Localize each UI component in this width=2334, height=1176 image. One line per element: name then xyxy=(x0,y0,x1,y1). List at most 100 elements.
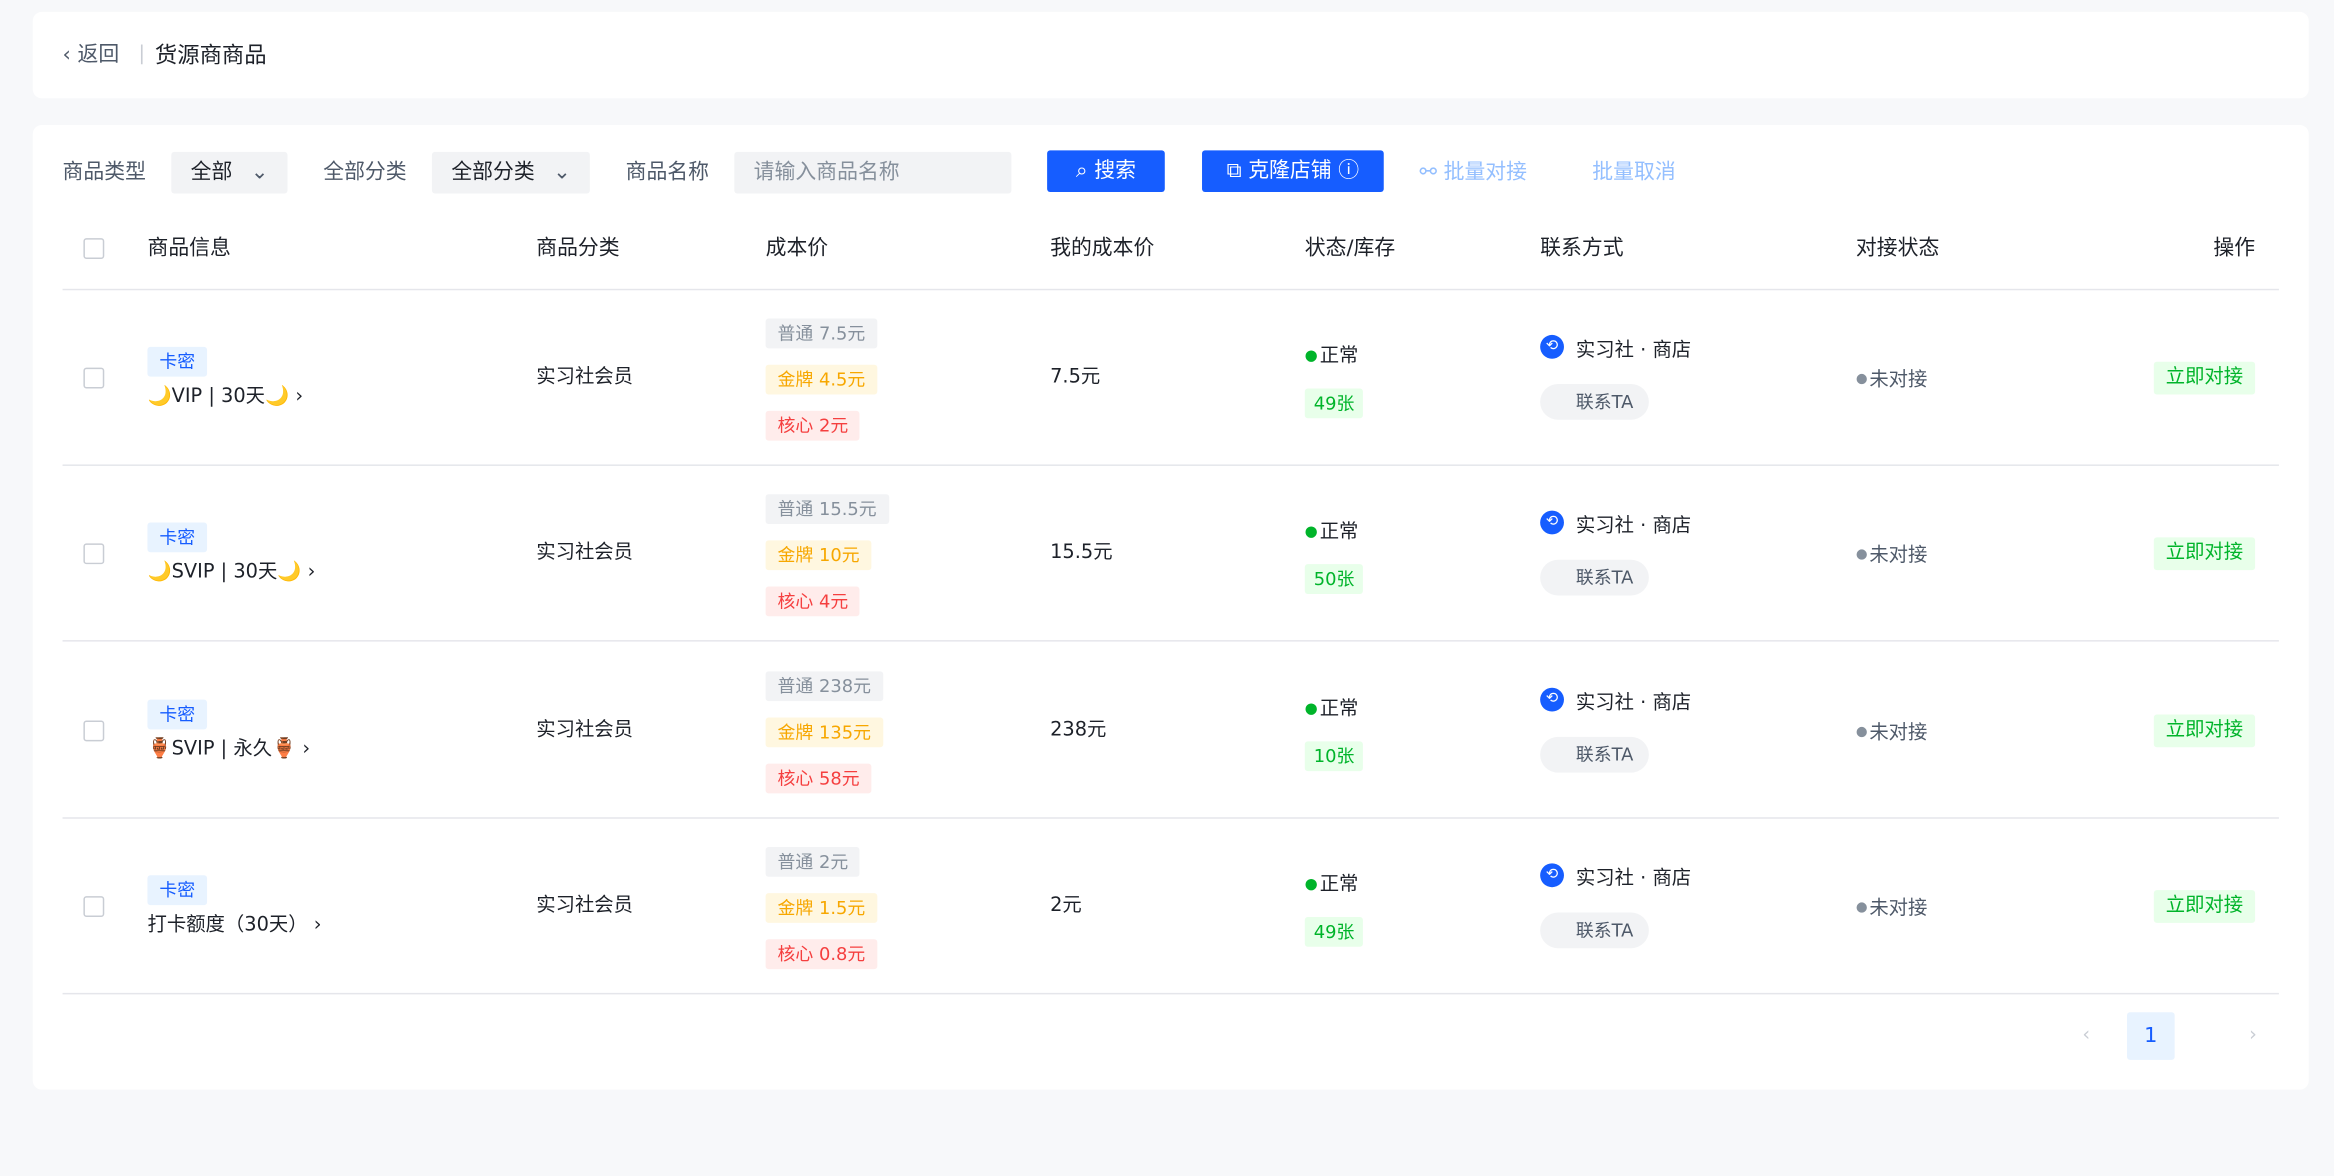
filter-label: 全部分类 xyxy=(323,160,407,185)
stock: 50张 xyxy=(1304,564,1364,595)
contact-button[interactable]: 联系TA xyxy=(1540,384,1649,420)
main-card: 商品类型 全部 ⌄ 全部分类 全部分类 ⌄ 商品名称 请输入商品名称 ⌕ 搜索 … xyxy=(32,125,2309,1090)
product-category: 实习社会员 xyxy=(536,542,634,565)
row-divider xyxy=(62,816,2279,819)
dock-button[interactable]: 立即对接 xyxy=(2153,890,2256,923)
price-badge: 金牌 135元 xyxy=(765,716,883,747)
product-category: 实习社会员 xyxy=(536,894,634,917)
batch-dock-button[interactable]: ⚯ 批量对接 xyxy=(1419,160,1528,185)
type-select[interactable]: 全部 ⌄ xyxy=(171,151,288,194)
divider: | xyxy=(138,43,146,66)
next-page[interactable]: › xyxy=(2249,1024,2257,1047)
shop-icon: ⟲ xyxy=(1540,511,1564,535)
shop-icon: ⟲ xyxy=(1540,687,1564,711)
dock-dot: ● xyxy=(1855,900,1868,916)
shop-name: 实习社 · 商店 xyxy=(1575,867,1692,891)
header-divider xyxy=(62,288,2279,291)
page-title: 货源商商品 xyxy=(154,41,267,69)
name-input[interactable]: 请输入商品名称 xyxy=(734,151,1012,194)
dock-status: 未对接 xyxy=(1869,545,1928,568)
product-name[interactable]: 🏺SVIP | 永久🏺 › xyxy=(147,737,311,761)
price-badge: 金牌 1.5元 xyxy=(765,892,878,923)
page-button[interactable]: 1 xyxy=(2127,1012,2175,1060)
dock-button[interactable]: 立即对接 xyxy=(2153,537,2256,571)
dock-status: 未对接 xyxy=(1869,897,1928,920)
price-badge: 核心 0.8元 xyxy=(765,939,878,969)
column-header: 状态/库存 xyxy=(1304,236,1396,261)
status-dot: ● xyxy=(1304,700,1318,717)
row-divider xyxy=(62,992,2279,995)
price-badge: 普通 15.5元 xyxy=(765,494,889,525)
my-cost: 15.5元 xyxy=(1050,542,1113,565)
row-checkbox[interactable] xyxy=(83,895,105,917)
price-badge: 普通 238元 xyxy=(765,670,883,701)
my-cost: 238元 xyxy=(1050,718,1107,741)
select-all-checkbox[interactable] xyxy=(83,238,105,260)
stock: 10张 xyxy=(1304,740,1364,771)
price-badge: 金牌 4.5元 xyxy=(765,364,878,395)
search-button[interactable]: ⌕ 搜索 xyxy=(1047,150,1165,193)
dock-button[interactable]: 立即对接 xyxy=(2153,361,2256,395)
shop-name: 实习社 · 商店 xyxy=(1575,691,1692,714)
stock: 49张 xyxy=(1304,388,1364,419)
status-dot: ● xyxy=(1304,876,1318,893)
contact-button[interactable]: 联系TA xyxy=(1540,736,1649,772)
shop-icon: ⟲ xyxy=(1540,334,1564,359)
filter-label: 商品类型 xyxy=(62,160,146,185)
status: 正常 xyxy=(1319,521,1359,544)
product-category: 实习社会员 xyxy=(536,366,634,389)
category-select[interactable]: 全部分类 ⌄ xyxy=(431,151,590,194)
button-text: 搜索 xyxy=(1094,159,1136,184)
dock-dot: ● xyxy=(1855,548,1868,564)
row-checkbox[interactable] xyxy=(83,719,105,741)
dock-dot: ● xyxy=(1855,724,1868,740)
column-header: 操作 xyxy=(2213,236,2256,261)
shop-name: 实习社 · 商店 xyxy=(1575,339,1692,362)
price-badge: 核心 2元 xyxy=(765,410,861,441)
back-button[interactable]: ‹ 返回 xyxy=(62,43,120,67)
select-value: 全部分类 xyxy=(451,160,535,185)
product-name[interactable]: 🌙VIP | 30天🌙 › xyxy=(147,385,304,408)
status: 正常 xyxy=(1319,873,1359,896)
price-badge: 核心 4元 xyxy=(765,586,861,617)
my-cost: 7.5元 xyxy=(1050,366,1101,389)
back-text: 返回 xyxy=(77,43,120,67)
batch-cancel-button[interactable]: 批量取消 xyxy=(1592,160,1676,185)
column-header: 对接状态 xyxy=(1855,236,1940,261)
column-header: 成本价 xyxy=(765,236,829,261)
row-divider xyxy=(62,464,2279,466)
product-tag: 卡密 xyxy=(147,346,208,377)
status-dot: ● xyxy=(1304,348,1318,365)
price-badge: 普通 7.5元 xyxy=(765,318,878,349)
column-header: 商品分类 xyxy=(536,236,620,261)
prev-page[interactable]: ‹ xyxy=(2082,1024,2091,1047)
stock: 49张 xyxy=(1304,916,1364,947)
product-name[interactable]: 打卡额度（30天） › xyxy=(147,913,322,937)
dock-status: 未对接 xyxy=(1869,721,1928,744)
product-name[interactable]: 🌙SVIP | 30天🌙 › xyxy=(147,561,316,584)
clone-button[interactable]: ⧉ 克隆店铺 ⓘ xyxy=(1202,150,1384,193)
price-badge: 普通 2元 xyxy=(765,846,861,877)
status: 正常 xyxy=(1319,697,1359,720)
dock-button[interactable]: 立即对接 xyxy=(2153,713,2256,747)
price-badge: 金牌 10元 xyxy=(765,540,872,571)
column-header: 我的成本价 xyxy=(1050,236,1155,261)
contact-button[interactable]: 联系TA xyxy=(1540,912,1649,949)
filter-label: 商品名称 xyxy=(625,160,710,185)
column-header: 商品信息 xyxy=(147,236,231,261)
row-checkbox[interactable] xyxy=(83,367,105,389)
select-value: 全部 xyxy=(190,160,233,185)
button-text: 克隆店铺 xyxy=(1248,159,1332,184)
product-tag: 卡密 xyxy=(147,522,208,553)
price-badge: 核心 58元 xyxy=(765,763,872,793)
shop-name: 实习社 · 商店 xyxy=(1575,515,1692,538)
product-category: 实习社会员 xyxy=(536,718,634,741)
contact-button[interactable]: 联系TA xyxy=(1540,560,1649,596)
row-checkbox[interactable] xyxy=(83,543,105,565)
my-cost: 2元 xyxy=(1050,894,1082,917)
shop-icon: ⟲ xyxy=(1540,863,1564,888)
product-tag: 卡密 xyxy=(147,875,208,905)
button-text: 批量对接 xyxy=(1443,160,1528,185)
